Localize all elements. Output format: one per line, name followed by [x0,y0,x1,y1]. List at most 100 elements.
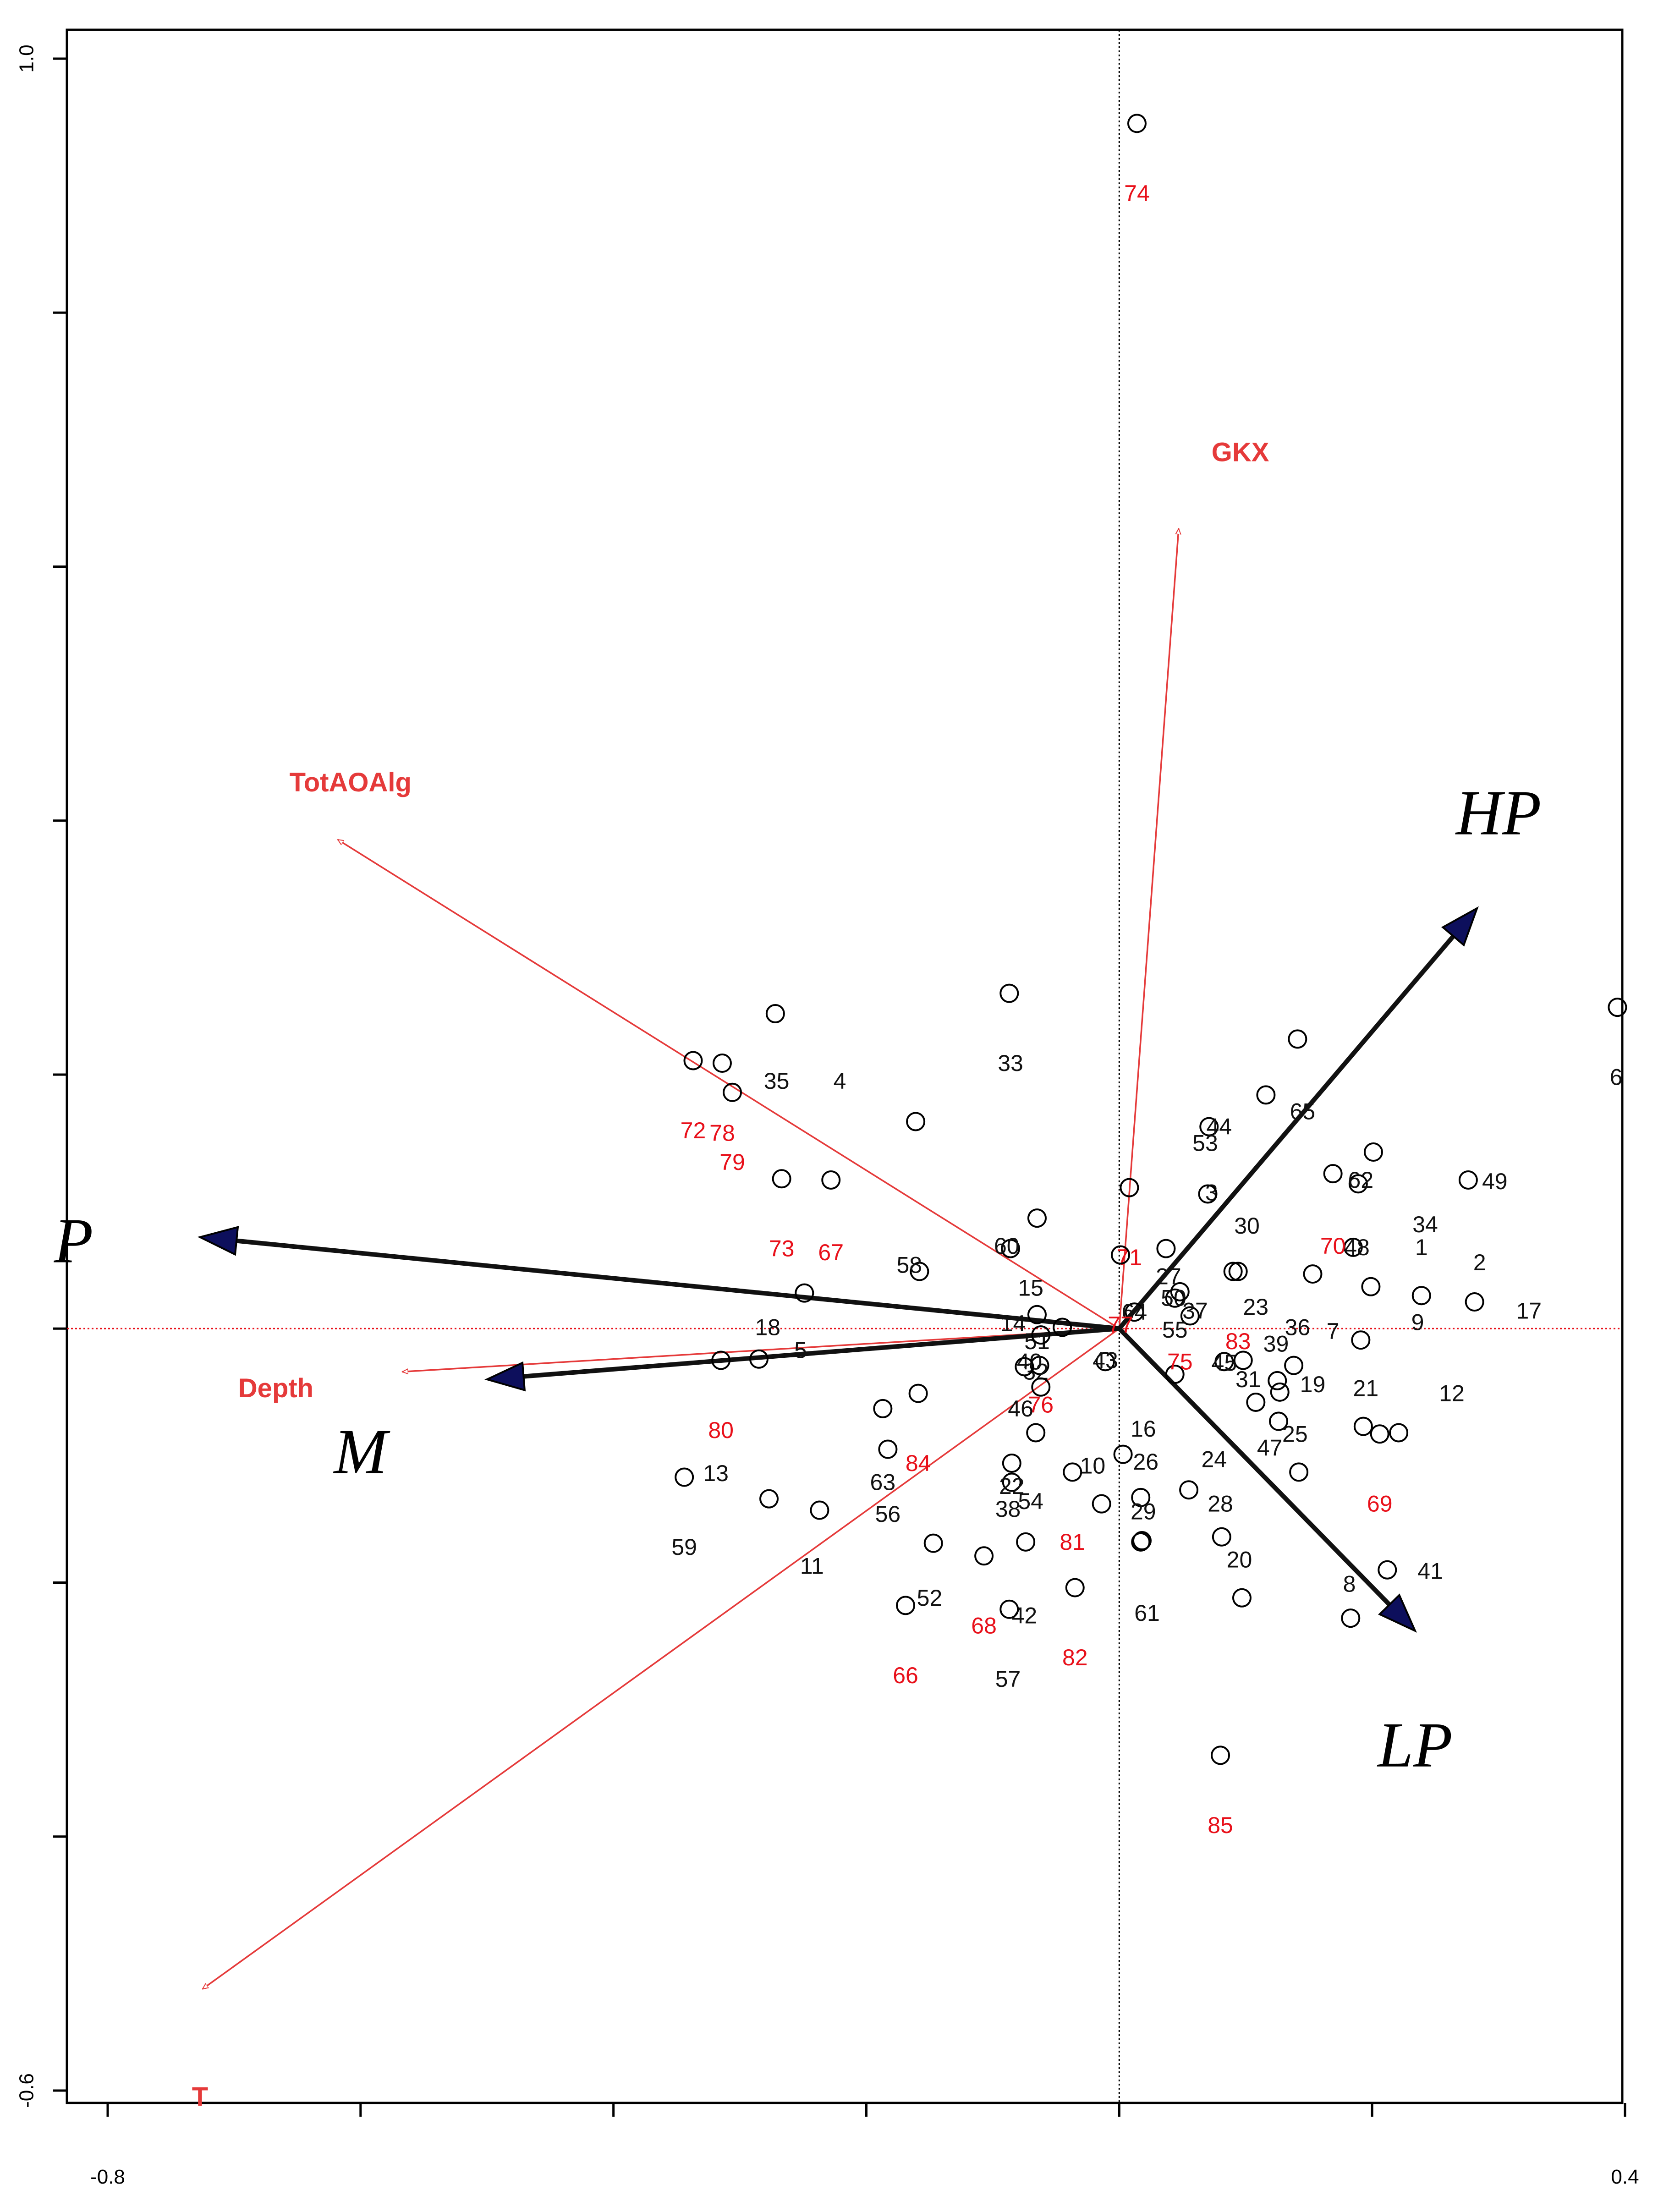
sample-point-63 [873,1399,893,1418]
sample-point-48 [1343,1237,1363,1257]
sample-point-21 [1353,1416,1373,1436]
sample-point-68 [974,1546,994,1566]
sample-label-5: 5 [794,1337,807,1363]
sample-point-85 [1211,1745,1230,1765]
sample-label-4: 4 [834,1068,846,1094]
sample-label-76: 76 [1028,1392,1054,1418]
sample-point-77 [1111,1245,1131,1265]
plot-frame [66,28,1624,2104]
sample-label-47: 47 [1257,1435,1283,1461]
sample-label-33: 33 [998,1050,1023,1076]
sample-label-1: 1 [1415,1235,1428,1260]
sample-label-27: 27 [1156,1264,1181,1290]
sample-point-6 [1608,998,1627,1017]
sample-label-34: 34 [1412,1212,1438,1237]
sample-label-16: 16 [1131,1416,1156,1442]
sample-label-35: 35 [764,1068,790,1094]
sample-point-51 [1031,1377,1051,1397]
sample-point-5 [795,1283,814,1303]
env-vector-t [203,1328,1120,1990]
sample-label-24: 24 [1201,1447,1227,1472]
y-tick-label: -0.6 [16,2073,38,2108]
sample-point-70 [1323,1164,1343,1184]
sample-point-84 [908,1383,928,1403]
sample-point-31 [1246,1392,1266,1412]
sample-point-19 [1268,1411,1288,1431]
sample-label-36: 36 [1285,1314,1311,1340]
sample-point-65 [1288,1029,1307,1049]
sample-point-62 [1348,1174,1368,1194]
sample-label-65: 65 [1290,1098,1316,1124]
sample-label-44: 44 [1206,1114,1232,1140]
group-arrowhead-lp [1378,1593,1417,1633]
sample-label-56: 56 [875,1501,901,1527]
sample-label-23: 23 [1243,1294,1269,1320]
sample-point-64 [1125,1302,1144,1322]
sample-point-40 [1053,1317,1072,1337]
sample-label-70: 70 [1320,1233,1346,1259]
sample-point-72 [683,1051,703,1070]
sample-label-30: 30 [1234,1213,1260,1239]
group-label-lp: LP [1377,1710,1452,1781]
sample-point-41 [1378,1560,1397,1580]
sample-point-50 [1165,1288,1185,1308]
sample-label-67: 67 [818,1240,844,1265]
sample-point-52 [923,1533,943,1553]
sample-label-9: 9 [1411,1309,1424,1335]
sample-label-8: 8 [1343,1571,1356,1597]
sample-label-80: 80 [708,1417,734,1443]
sample-label-66: 66 [893,1663,918,1688]
sample-label-19: 19 [1300,1372,1326,1397]
sample-point-29 [1131,1532,1151,1552]
sample-point-20 [1232,1588,1252,1608]
sample-label-75: 75 [1167,1349,1193,1374]
sample-point-42 [1016,1532,1036,1552]
sample-label-37: 37 [1182,1298,1208,1323]
sample-point-7 [1303,1264,1323,1284]
sample-point-39 [1270,1382,1290,1402]
sample-point-74 [1127,114,1147,133]
env-label-totaoalg: TotAOAlg [290,768,412,797]
env-label-gkx: GKX [1212,438,1269,467]
sample-label-53: 53 [1192,1131,1218,1156]
sample-label-43: 43 [1093,1348,1118,1373]
sample-label-39: 39 [1263,1331,1289,1357]
sample-point-80 [711,1350,731,1370]
sample-label-45: 45 [1212,1350,1237,1376]
group-label-hp: HP [1455,778,1542,849]
sample-label-48: 48 [1344,1235,1370,1260]
sample-point-46 [1015,1357,1034,1377]
group-arrowhead-m [484,1361,526,1392]
sample-point-83 [1228,1262,1248,1281]
sample-label-17: 17 [1516,1298,1542,1323]
sample-point-26 [1131,1487,1151,1507]
sample-point-59 [675,1467,694,1487]
sample-label-72: 72 [681,1118,706,1143]
group-arrowhead-hp [1441,906,1479,947]
sample-point-54 [1026,1423,1046,1443]
sample-label-6: 6 [1610,1065,1623,1090]
sample-point-4 [906,1112,926,1131]
sample-points: 1234567891011121314151617181920212223242… [671,114,1627,1838]
sample-point-9 [1351,1330,1371,1350]
sample-label-11: 11 [800,1553,824,1579]
sample-label-55: 55 [1162,1317,1188,1343]
sample-label-21: 21 [1353,1375,1379,1401]
sample-point-61 [1132,1531,1152,1551]
sample-point-73 [772,1169,791,1189]
sample-point-12 [1389,1423,1409,1443]
sample-label-15: 15 [1018,1275,1043,1301]
sample-label-31: 31 [1235,1367,1261,1392]
sample-point-37 [1180,1306,1200,1326]
sample-label-77: 77 [1108,1312,1133,1338]
sample-point-17 [1465,1292,1484,1312]
sample-point-67 [821,1170,841,1190]
sample-point-35 [765,1004,785,1023]
sample-point-18 [749,1349,769,1369]
sample-label-12: 12 [1439,1381,1465,1406]
sample-point-36 [1284,1356,1304,1375]
sample-label-52: 52 [917,1585,943,1611]
sample-label-13: 13 [703,1460,729,1486]
sample-label-10: 10 [1080,1453,1106,1479]
sample-point-60 [1001,1239,1021,1258]
